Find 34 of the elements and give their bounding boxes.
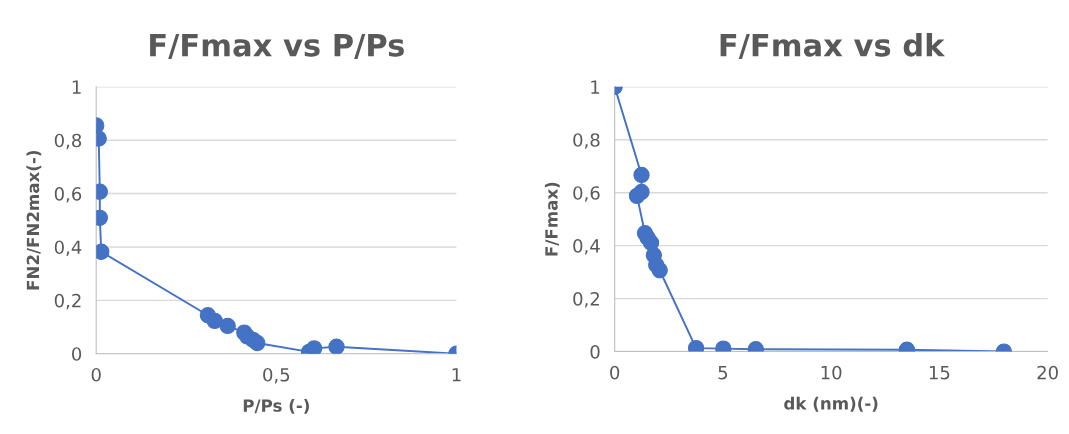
y-tick-label: 0 — [590, 345, 600, 359]
y-axis-title: F/Fmax) — [544, 182, 560, 256]
point — [249, 334, 266, 352]
point — [628, 187, 646, 205]
point — [206, 312, 223, 330]
x-tick-label: 10 — [821, 365, 842, 380]
x-tick-label: 0 — [610, 365, 620, 380]
x-axis-title: dk (nm)(-) — [784, 396, 878, 412]
x-tick-label: 5 — [718, 365, 728, 380]
point — [306, 340, 323, 354]
y-tick-label: 1 — [591, 80, 600, 94]
y-tick-label: 1 — [72, 80, 81, 94]
x-tick-label: 0 — [91, 367, 101, 382]
x-axis-title: P/Ps (-) — [243, 398, 309, 414]
y-axis-title: FN2/FN2max(-) — [26, 150, 42, 290]
x-tick-label: 1 — [452, 368, 461, 382]
y-tick-label: 0,4 — [54, 240, 82, 256]
y-tick-label: 0,6 — [54, 187, 82, 203]
point — [651, 262, 668, 279]
x-tick-label: 0,5 — [263, 367, 290, 384]
x-tick-label: 20 — [1037, 365, 1058, 380]
point — [328, 338, 345, 354]
y-tick-label: 0,2 — [54, 293, 81, 310]
y-tick-label: 0,2 — [573, 292, 599, 308]
point — [219, 317, 236, 335]
y-tick-label: 0 — [72, 347, 82, 361]
y-tick-label: 0,4 — [573, 239, 600, 255]
y-tick-label: 0,8 — [54, 133, 82, 150]
chart-title: F/Fmax vs dk — [720, 33, 946, 60]
y-tick-label: 0,6 — [573, 186, 600, 202]
y-tick-label: 0,8 — [573, 133, 600, 149]
x-tick-label: 15 — [929, 365, 950, 380]
point — [633, 166, 650, 184]
chart-title: F/Fmax vs P/Ps — [150, 33, 404, 60]
